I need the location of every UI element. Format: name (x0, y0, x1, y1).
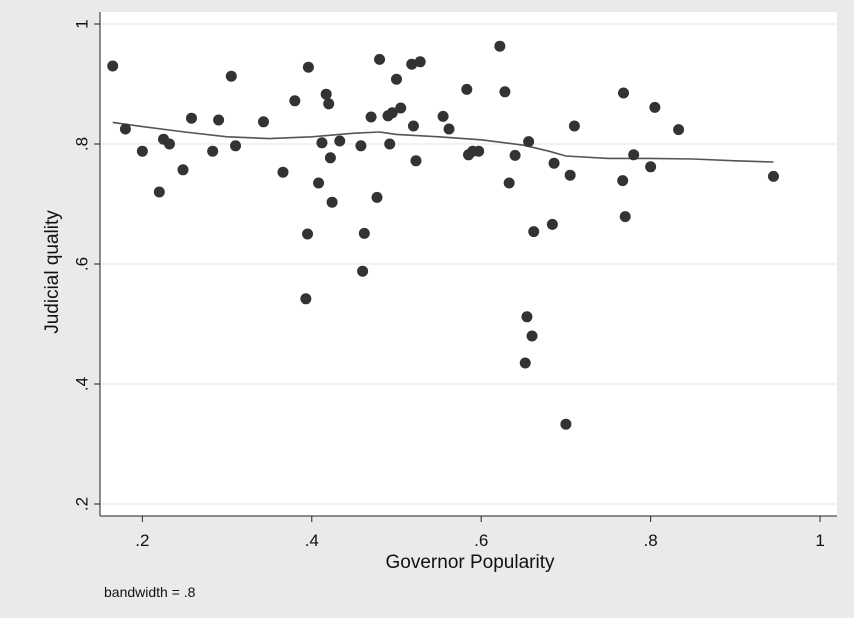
data-point (358, 227, 370, 239)
lowess-line (112, 121, 774, 163)
data-point (313, 177, 325, 189)
data-point (548, 157, 560, 169)
data-point (334, 135, 346, 147)
data-point (568, 120, 580, 132)
data-point (407, 120, 419, 132)
data-point (365, 111, 377, 123)
data-point (564, 169, 576, 181)
data-point (277, 166, 289, 178)
y-tick-label: .6 (73, 257, 92, 271)
data-point (503, 177, 515, 189)
data-point (357, 265, 369, 277)
data-point (185, 112, 197, 124)
scatter-points (107, 40, 779, 430)
x-tick-label: .2 (135, 531, 149, 550)
data-point (136, 145, 148, 157)
data-point (406, 58, 418, 70)
data-point (225, 70, 237, 82)
x-axis-title: Governor Popularity (386, 552, 555, 573)
data-point (617, 175, 629, 187)
x-tick-label: .4 (305, 531, 319, 550)
data-point (316, 137, 328, 149)
x-tick-label: .6 (474, 531, 488, 550)
x-tick-label: 1 (815, 531, 824, 550)
data-point (302, 228, 314, 240)
data-point (163, 138, 175, 150)
data-point (560, 418, 572, 430)
data-point (546, 218, 558, 230)
data-point (177, 164, 189, 176)
y-tick-label: .2 (73, 497, 92, 511)
data-point (355, 140, 367, 152)
data-point (414, 56, 426, 68)
y-tick-label: .8 (73, 137, 92, 151)
data-point (324, 152, 336, 164)
data-point (628, 149, 640, 161)
data-point (523, 136, 535, 148)
data-point (230, 140, 242, 152)
data-point (371, 191, 383, 203)
data-point (302, 61, 314, 73)
data-point (618, 87, 630, 99)
data-point (645, 161, 657, 173)
data-point (619, 211, 631, 223)
data-point (213, 114, 225, 126)
x-tick-label: .8 (644, 531, 658, 550)
data-point (374, 53, 386, 65)
data-point (119, 123, 131, 135)
data-point (461, 83, 473, 95)
data-point (257, 116, 269, 128)
data-point (673, 124, 685, 136)
data-point (395, 102, 407, 114)
data-point (499, 86, 511, 98)
y-tick-label: .4 (73, 377, 92, 391)
bandwidth-note: bandwidth = .8 (104, 584, 196, 600)
data-point (443, 123, 455, 135)
data-point (649, 101, 661, 113)
data-point (526, 330, 538, 342)
y-axis-title: Judicial quality (42, 210, 63, 334)
data-point (473, 145, 485, 157)
data-point (384, 138, 396, 150)
gridlines (100, 23, 837, 505)
y-tick-label: 1 (73, 19, 92, 28)
data-point (326, 196, 338, 208)
data-point (153, 186, 165, 198)
data-point (519, 357, 531, 369)
data-point (410, 155, 422, 167)
data-point (390, 73, 402, 85)
data-point (289, 95, 301, 107)
data-point (207, 145, 219, 157)
data-point (320, 88, 332, 100)
data-point (386, 107, 398, 119)
data-point (107, 60, 119, 72)
data-point (521, 311, 533, 323)
data-point (437, 110, 449, 122)
data-point (528, 226, 540, 238)
data-point (323, 98, 335, 110)
data-point (300, 293, 312, 305)
data-point (509, 149, 521, 161)
data-point (494, 40, 506, 52)
axis-ticks: .2 .4 .6 .8 1 .2 .4 .6 .8 1 (73, 19, 825, 550)
data-point (767, 170, 779, 182)
